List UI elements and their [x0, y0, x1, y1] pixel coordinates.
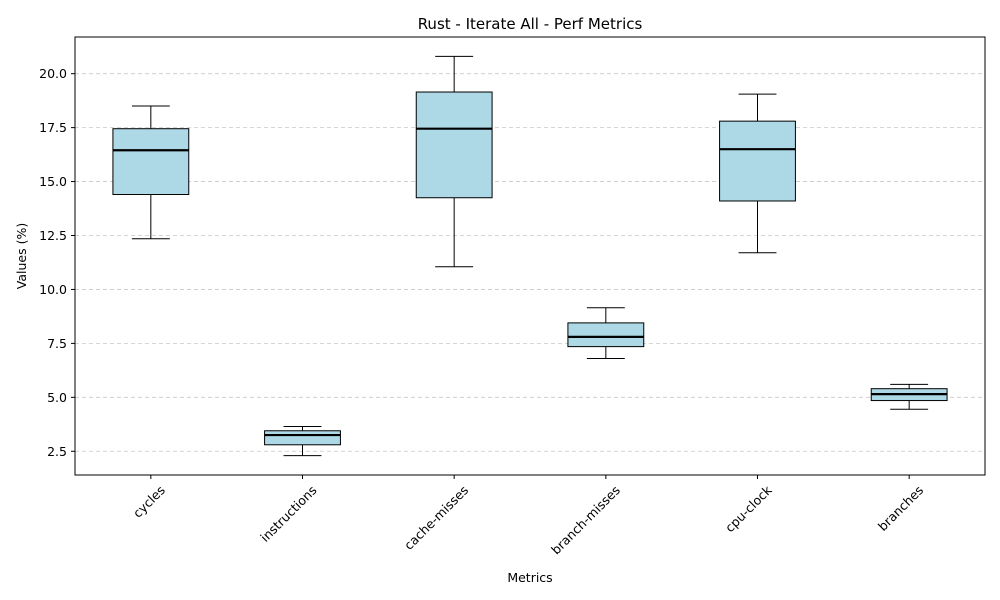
x-axis: cycles instructions cache-misses branch-mis…: [130, 475, 926, 557]
box-cycles: [112, 105, 190, 240]
box-layer: [112, 55, 948, 457]
iqr-box: [264, 430, 341, 446]
y-tick-label: 2.5: [47, 444, 67, 459]
grid-layer: [75, 73, 985, 452]
iqr-box: [415, 91, 493, 199]
box-instructions: [264, 425, 341, 457]
box-branch-misses: [567, 307, 645, 359]
y-axis-label: Values (%): [14, 223, 29, 289]
x-tick-label: cache-misses: [401, 483, 471, 553]
iqr-box: [719, 120, 796, 202]
box-cache-misses: [415, 55, 493, 268]
y-tick-label: 20.0: [39, 66, 67, 81]
box-cpu-clock: [719, 93, 796, 254]
x-axis-label: Metrics: [507, 570, 552, 585]
x-tick-label: cycles: [130, 483, 168, 521]
box-branches: [870, 383, 948, 410]
y-axis: 2.5 5.0 7.5 10.0 12.5 15.0 17.5 20.0: [39, 66, 75, 459]
x-tick-label: cpu-clock: [722, 482, 775, 535]
y-tick-label: 15.0: [39, 174, 67, 189]
x-tick-label: branches: [875, 483, 926, 534]
x-tick-label: branch-misses: [548, 483, 623, 558]
iqr-box: [112, 128, 190, 196]
y-tick-label: 5.0: [47, 390, 67, 405]
y-tick-label: 17.5: [39, 120, 67, 135]
x-tick-label: instructions: [257, 483, 319, 545]
y-tick-label: 10.0: [39, 282, 67, 297]
chart-title: Rust - Iterate All - Perf Metrics: [418, 15, 643, 33]
iqr-box: [567, 322, 645, 348]
plot-frame: [74, 36, 986, 476]
y-tick-label: 7.5: [47, 336, 67, 351]
y-tick-label: 12.5: [39, 228, 67, 243]
